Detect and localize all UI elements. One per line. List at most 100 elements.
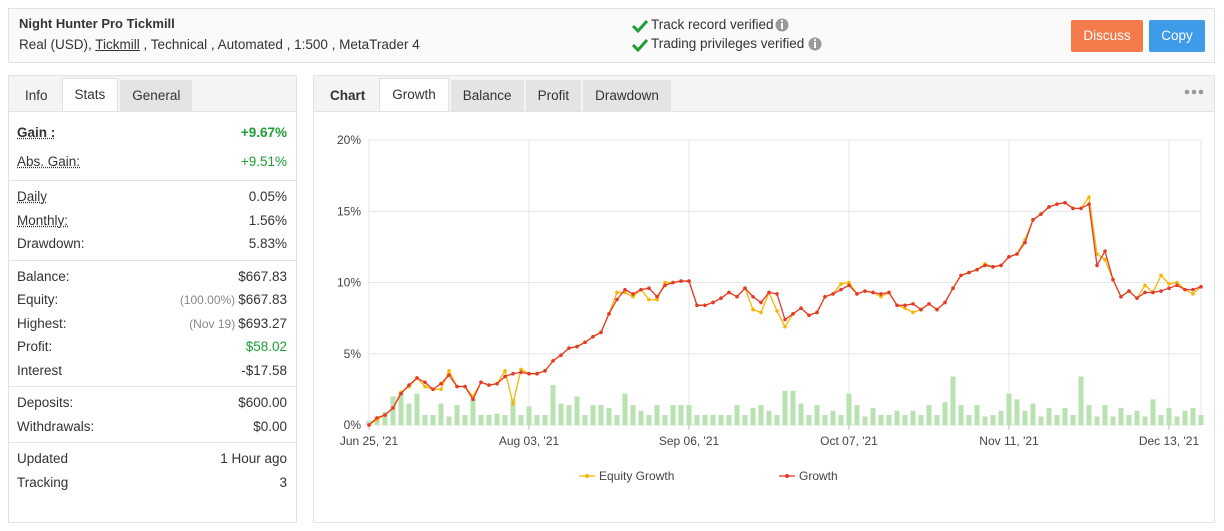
stat-label: Updated xyxy=(17,451,69,466)
bar xyxy=(822,415,828,425)
x-tick-label: Aug 03, '21 xyxy=(499,434,560,448)
stat-note: (Nov 19) xyxy=(189,316,236,331)
bar xyxy=(894,410,900,425)
stat-value-wrap: 0.05% xyxy=(249,185,287,209)
tab[interactable]: Info xyxy=(25,88,48,103)
bar xyxy=(478,415,484,425)
point xyxy=(1159,289,1163,293)
bar xyxy=(470,397,476,425)
stats-group: Daily 0.05% Monthly: 1.56% Drawdown: 5.83% xyxy=(9,181,296,261)
point xyxy=(487,383,491,387)
bar xyxy=(974,405,980,425)
point xyxy=(455,384,459,389)
point xyxy=(783,324,787,329)
discuss-button[interactable]: Discuss xyxy=(1071,20,1143,52)
bar xyxy=(398,392,404,425)
point xyxy=(671,280,675,285)
stat-note: (100.00%) xyxy=(179,293,236,307)
stats-group: Gain : +9.67% Abs. Gain: +9.51% xyxy=(9,114,296,181)
copy-button[interactable]: Copy xyxy=(1149,20,1205,52)
bar xyxy=(870,407,876,425)
point xyxy=(607,312,611,316)
stat-value: $0.00 xyxy=(253,418,287,434)
point xyxy=(631,292,635,296)
point xyxy=(871,290,875,295)
stat-value-wrap: 5.83% xyxy=(249,232,287,256)
point xyxy=(1103,249,1107,253)
tab[interactable]: General xyxy=(120,80,193,111)
bar xyxy=(766,410,772,425)
broker[interactable]: Tickmill xyxy=(95,37,140,52)
bar xyxy=(1022,410,1028,425)
point xyxy=(879,292,883,296)
point xyxy=(375,416,379,420)
bar xyxy=(486,415,492,425)
tab[interactable]: Balance xyxy=(450,80,524,111)
point xyxy=(1135,296,1139,300)
bar xyxy=(694,415,700,425)
x-tick-label: Jun 25, '21 xyxy=(340,434,399,448)
point xyxy=(743,286,747,290)
bar xyxy=(662,415,668,425)
point xyxy=(999,263,1003,268)
stat-value-wrap: +9.67% xyxy=(241,118,287,147)
bar xyxy=(942,402,948,425)
x-tick-label: Sep 06, '21 xyxy=(659,434,720,448)
bar xyxy=(1198,415,1204,425)
point xyxy=(655,297,659,302)
point xyxy=(463,384,467,389)
stats-row: Abs. Gain: +9.51% xyxy=(9,147,296,176)
stats-row: Equity: (100.00%) $667.83 xyxy=(9,288,296,312)
point xyxy=(1023,240,1027,245)
tab[interactable]: Drawdown xyxy=(583,80,671,111)
tab[interactable]: Growth xyxy=(379,78,449,111)
details: , Technical , Automated , 1:500 , MetaTr… xyxy=(143,37,420,52)
menu-icon[interactable] xyxy=(1184,88,1204,96)
point xyxy=(959,273,963,278)
point xyxy=(447,373,451,377)
point xyxy=(1087,202,1091,206)
bar xyxy=(982,416,988,425)
point xyxy=(407,383,411,387)
bar xyxy=(774,415,780,425)
bar xyxy=(614,415,620,425)
bar xyxy=(1086,405,1092,425)
stat-value-wrap: $0.00 xyxy=(253,415,287,439)
stats-tabs: Info Stats General xyxy=(9,76,296,112)
point xyxy=(423,380,427,385)
tab[interactable]: Stats xyxy=(61,78,119,111)
stats-row: Updated 1 Hour ago xyxy=(9,447,296,471)
stats-row: Gain : +9.67% xyxy=(9,118,296,147)
bar xyxy=(862,416,868,425)
stat-value: 1 Hour ago xyxy=(220,451,287,466)
stat-label: Abs. Gain: xyxy=(17,154,81,169)
point xyxy=(495,381,499,386)
point xyxy=(511,401,515,406)
bar xyxy=(726,415,732,425)
tab[interactable]: Profit xyxy=(525,80,582,111)
bar xyxy=(582,415,588,425)
bar xyxy=(526,406,532,425)
stat-value: $58.02 xyxy=(245,339,287,354)
point xyxy=(751,294,755,299)
bar xyxy=(814,405,820,425)
bar xyxy=(1166,407,1172,425)
bar xyxy=(1118,407,1124,425)
stat-value-wrap: -$17.58 xyxy=(241,359,287,383)
bar xyxy=(710,415,716,425)
bar xyxy=(590,405,596,425)
point xyxy=(1151,290,1155,295)
x-tick-label: Oct 07, '21 xyxy=(820,434,878,448)
chart-panel: Chart Growth Balance Profit Drawdown 0% 5… xyxy=(313,75,1215,523)
stats-row: Withdrawals: $0.00 xyxy=(9,415,296,439)
chart: 0% 5% 10% 15% 20% Jun 25, '21 Aug 03, '21 Sep 0… xyxy=(337,133,1204,483)
bar xyxy=(1134,410,1140,425)
point xyxy=(783,317,787,322)
bar xyxy=(414,393,420,425)
stat-value: +9.51% xyxy=(240,154,287,169)
bar xyxy=(1062,407,1068,425)
bar xyxy=(382,412,388,425)
point xyxy=(695,303,699,308)
bar xyxy=(654,405,660,425)
stat-label: Tracking xyxy=(17,474,69,490)
